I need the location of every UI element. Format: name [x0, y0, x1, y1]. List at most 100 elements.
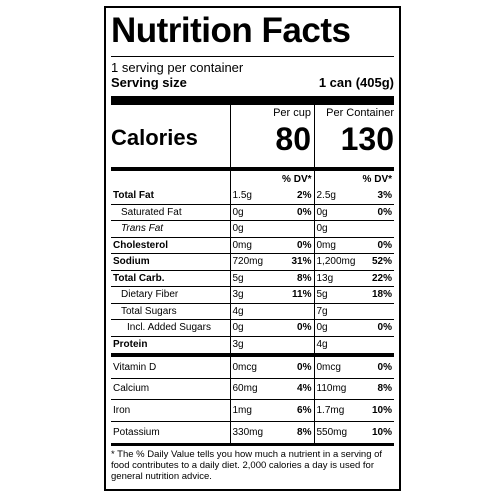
vitamin-table: Vitamin D 0mcg 0% 0mcg 0% Calcium 60mg 4% 110mg 8… [111, 356, 394, 443]
per-cup-amount: 720mg [229, 253, 280, 270]
per-cup-dv: 8% [280, 269, 314, 287]
vitamin-row: Calcium 60mg 4% 110mg 8% [111, 377, 394, 400]
nutrient-name: Total Sugars [111, 302, 230, 320]
per-container-header: Per Container [326, 107, 394, 119]
vitamin-name: Potassium [111, 420, 230, 443]
per-cup-amount: 0g [229, 319, 280, 336]
per-container-dv: 22% [359, 269, 394, 287]
per-cup-amount: 3g [229, 286, 280, 303]
vitamin-name: Calcium [111, 377, 230, 400]
per-container-amount: 4g [313, 335, 359, 353]
per-cup-dv: 2% [297, 190, 312, 201]
per-container-dv: 10% [359, 399, 394, 421]
per-container-dv: 52% [359, 253, 394, 270]
per-cup-dv: 0% [280, 319, 314, 336]
per-container-amount: 0mcg [313, 356, 359, 378]
per-cup-amount: 0mg [229, 236, 280, 254]
calories-divider [111, 167, 394, 171]
dv-header-row: % DV* % DV* [111, 171, 394, 188]
nutrient-table: % DV* % DV* Total Fat 1.5g 2% 2.5g 3% Saturat… [111, 171, 394, 353]
per-container-dv: 3% [377, 190, 392, 201]
per-cup-dv: 8% [280, 420, 314, 443]
per-container-amount: 0g [313, 220, 359, 237]
per-cup-dv: 11% [280, 286, 314, 303]
per-cup-amount: 0g [229, 220, 280, 237]
nutrient-name: Incl. Added Sugars [111, 319, 230, 336]
per-container-amount: 2.5g [313, 187, 359, 204]
per-cup-dv: 4% [280, 377, 314, 400]
footnote: * The % Daily Value tells you how much a… [111, 442, 394, 482]
title-divider [111, 56, 394, 57]
per-container-amount: 0g [313, 203, 359, 221]
per-container-amount: 1.7mg [313, 399, 359, 421]
per-container-amount: 110mg [313, 377, 359, 400]
column-divider [314, 105, 315, 167]
per-container-amount: 5g [313, 286, 359, 303]
nutrient-row: Total Carb. 5g 8% 13g 22% [111, 269, 394, 287]
per-cup-amount: 0mcg [229, 356, 280, 378]
per-cup-dv: 6% [280, 399, 314, 421]
per-cup-amount: 5g [229, 269, 280, 287]
vitamin-row: Iron 1mg 6% 1.7mg 10% [111, 399, 394, 421]
per-cup-dv [280, 335, 314, 353]
per-cup-header: Per cup [273, 107, 311, 119]
per-container-amount: 0mg [313, 236, 359, 254]
per-container-dv [359, 302, 394, 320]
nutrient-row: Incl. Added Sugars 0g 0% 0g 0% [111, 319, 394, 336]
dv-header-container: % DV* [362, 173, 392, 185]
per-cup-amount: 3g [229, 335, 280, 353]
per-container-dv: 18% [359, 286, 394, 303]
per-container-amount: 13g [313, 269, 359, 287]
calories-per-cup: 80 [275, 121, 311, 157]
per-cup-amount: 4g [229, 302, 280, 320]
per-cup-amount: 60mg [229, 377, 280, 400]
per-container-dv: 0% [359, 203, 394, 221]
per-cup-dv [280, 302, 314, 320]
nutrient-name: Dietary Fiber [111, 286, 230, 303]
nutrient-row: Total Fat 1.5g 2% 2.5g 3% [111, 187, 394, 204]
nutrient-name: Total Carb. [111, 269, 230, 287]
serving-size-value: 1 can (405g) [318, 75, 394, 90]
vitamin-row: Vitamin D 0mcg 0% 0mcg 0% [111, 356, 394, 378]
calories-block: Calories Per cup Per Container 80 130 [111, 105, 394, 167]
per-cup-amount: 0g [229, 203, 280, 221]
per-cup-amount: 1.5g [229, 187, 280, 204]
per-container-amount: 0g [313, 319, 359, 336]
per-container-amount: 7g [313, 302, 359, 320]
vitamin-name: Vitamin D [113, 361, 157, 373]
per-container-dv: 10% [359, 420, 394, 443]
nutrition-facts-label: Nutrition Facts 1 serving per container … [104, 6, 401, 491]
nutrient-name: Saturated Fat [111, 203, 230, 221]
servings-per-container: 1 serving per container [111, 60, 244, 75]
nutrient-name: Sodium [111, 253, 230, 270]
dv-header-cup: % DV* [282, 173, 312, 185]
per-container-amount: 1,200mg [313, 253, 359, 270]
thick-divider [111, 96, 394, 105]
per-cup-amount: 1mg [229, 399, 280, 421]
per-container-dv [359, 335, 394, 353]
per-cup-amount: 330mg [229, 420, 280, 443]
nutrient-row: Dietary Fiber 3g 11% 5g 18% [111, 286, 394, 303]
nutrient-row: Cholesterol 0mg 0% 0mg 0% [111, 236, 394, 254]
serving-size-row: Serving size 1 can (405g) [111, 75, 394, 91]
per-container-dv: 0% [377, 361, 392, 373]
nutrient-row: Saturated Fat 0g 0% 0g 0% [111, 203, 394, 221]
nutrient-name: Protein [111, 335, 230, 353]
nutrient-row: Total Sugars 4g 7g [111, 302, 394, 320]
calories-label: Calories [111, 125, 198, 150]
per-cup-dv: 0% [297, 361, 312, 373]
per-container-dv [359, 220, 394, 237]
vitamin-name: Iron [111, 399, 230, 421]
column-divider [230, 105, 231, 167]
per-container-amount: 550mg [313, 420, 359, 443]
per-cup-dv: 0% [280, 236, 314, 254]
nutrient-name: Total Fat [113, 190, 154, 201]
nutrient-row: Trans Fat 0g 0g [111, 220, 394, 237]
vitamin-divider [111, 352, 394, 357]
label-title: Nutrition Facts [111, 11, 351, 50]
nutrient-row: Sodium 720mg 31% 1,200mg 52% [111, 253, 394, 270]
per-container-dv: 0% [359, 236, 394, 254]
per-cup-dv [280, 220, 314, 237]
serving-size-label: Serving size [111, 75, 187, 90]
nutrient-row: Protein 3g 4g [111, 335, 394, 353]
